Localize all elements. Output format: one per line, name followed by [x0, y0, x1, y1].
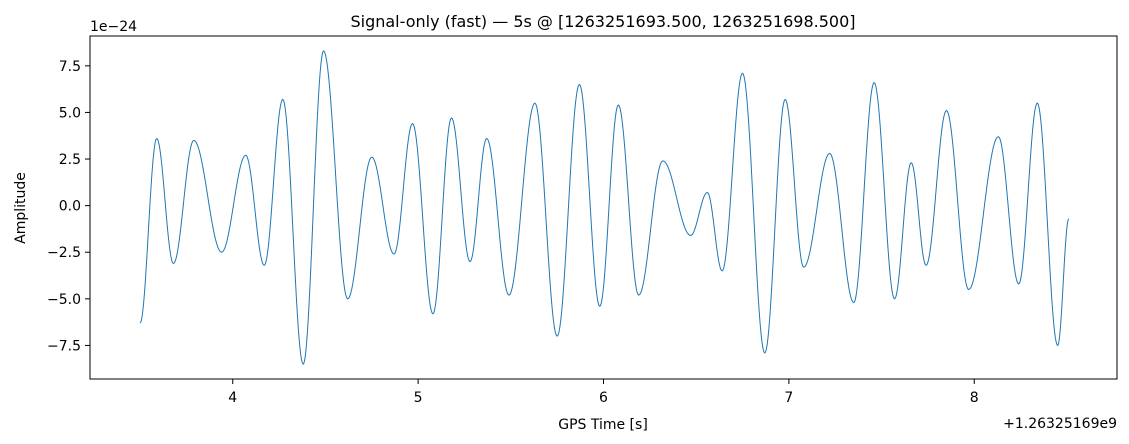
- y-tick-label: 0.0: [59, 199, 81, 215]
- x-tick-label: 4: [228, 390, 237, 406]
- y-axis-ticks: −7.5 −5.0 −2.5 0.0 2.5 5.0 7.5: [47, 59, 90, 354]
- y-tick-label: −2.5: [47, 245, 81, 261]
- y-tick-label: −5.0: [47, 292, 81, 308]
- y-tick-label: −7.5: [47, 338, 81, 354]
- x-axis-offset-text: +1.26325169e9: [1003, 416, 1117, 432]
- signal-line: [139, 50, 1070, 365]
- x-tick-label: 8: [970, 390, 979, 406]
- chart-title: Signal-only (fast) — 5s @ [1263251693.50…: [350, 12, 855, 31]
- x-tick-label: 7: [784, 390, 793, 406]
- y-axis-label: Amplitude: [13, 172, 29, 244]
- y-tick-label: 7.5: [59, 59, 81, 75]
- y-tick-label: 2.5: [59, 152, 81, 168]
- x-tick-label: 6: [599, 390, 608, 406]
- x-tick-label: 5: [414, 390, 423, 406]
- y-axis-scale-text: 1e−24: [90, 19, 137, 35]
- x-axis-label: GPS Time [s]: [558, 417, 648, 433]
- y-tick-label: 5.0: [59, 105, 81, 121]
- x-axis-ticks: 4 5 6 7 8: [228, 379, 979, 406]
- plot-area: [90, 36, 1117, 379]
